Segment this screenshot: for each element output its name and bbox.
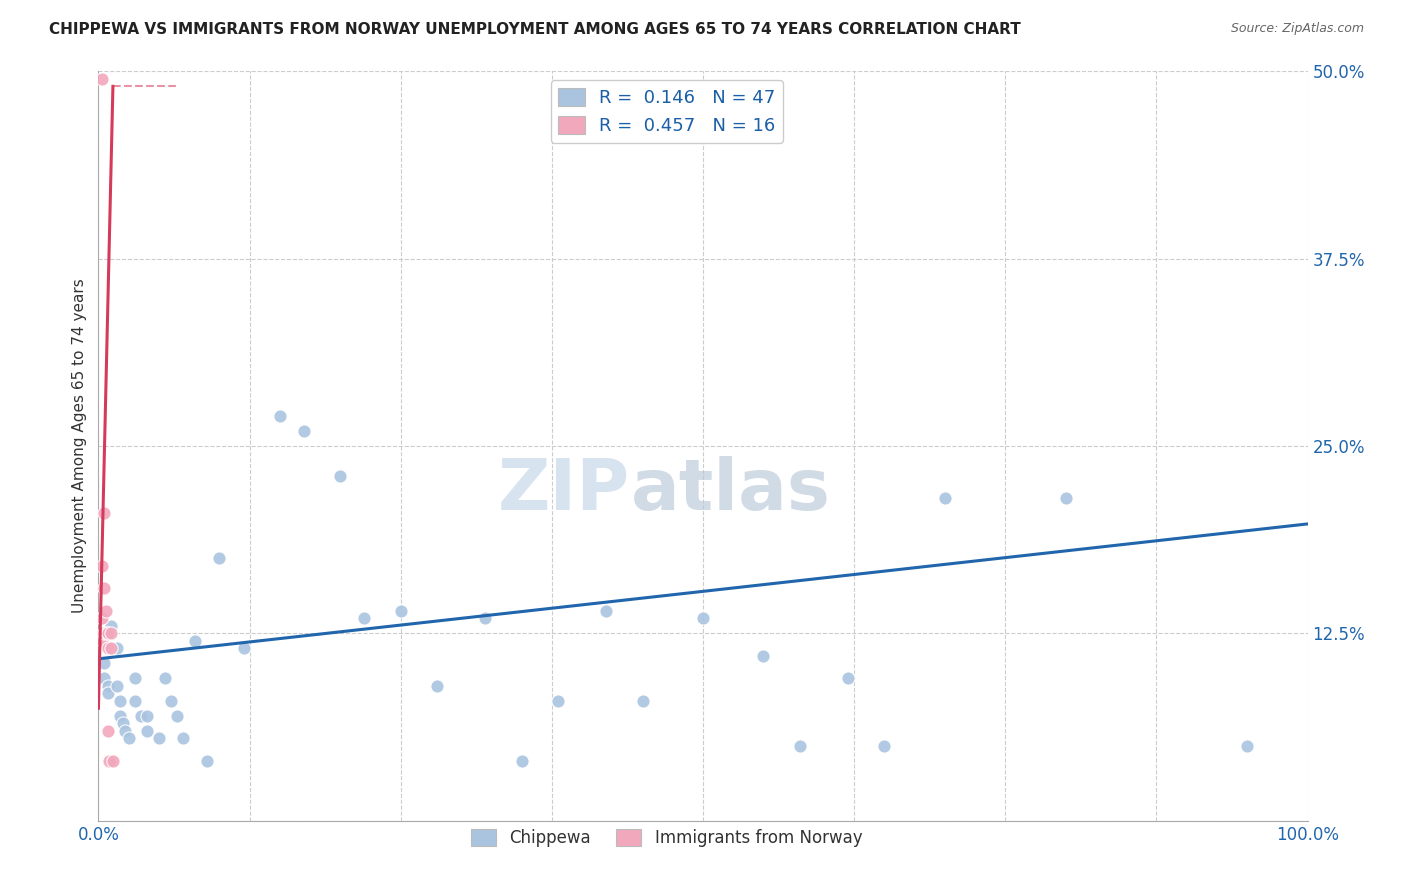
Point — [97, 679, 120, 693]
Point — [100, 619, 122, 633]
Point — [934, 491, 956, 506]
Y-axis label: Unemployment Among Ages 65 to 74 years: Unemployment Among Ages 65 to 74 years — [72, 278, 87, 614]
Point — [94, 604, 117, 618]
Point — [93, 671, 115, 685]
Point — [91, 633, 114, 648]
Point — [105, 679, 128, 693]
Point — [96, 626, 118, 640]
Point — [93, 507, 115, 521]
Legend: Chippewa, Immigrants from Norway: Chippewa, Immigrants from Norway — [464, 822, 869, 854]
Text: Source: ZipAtlas.com: Source: ZipAtlas.com — [1230, 22, 1364, 36]
Point — [329, 469, 352, 483]
Point — [111, 716, 134, 731]
Point — [292, 424, 315, 438]
Point — [135, 708, 157, 723]
Point — [752, 648, 775, 663]
Point — [153, 671, 176, 685]
Point — [510, 754, 533, 768]
Point — [108, 694, 131, 708]
Text: atlas: atlas — [630, 457, 831, 525]
Point — [837, 671, 859, 685]
Point — [124, 694, 146, 708]
Point — [353, 611, 375, 625]
Point — [100, 626, 122, 640]
Point — [595, 604, 617, 618]
Point — [100, 641, 122, 656]
Point — [91, 71, 114, 86]
Point — [631, 694, 654, 708]
Point — [389, 604, 412, 618]
Point — [184, 633, 207, 648]
Point — [148, 731, 170, 746]
Point — [101, 754, 124, 768]
Point — [93, 626, 115, 640]
Point — [208, 551, 231, 566]
Point — [91, 558, 114, 573]
Point — [97, 626, 120, 640]
Point — [135, 723, 157, 738]
Point — [98, 754, 121, 768]
Point — [93, 626, 115, 640]
Point — [97, 641, 120, 656]
Point — [692, 611, 714, 625]
Point — [97, 686, 120, 700]
Point — [97, 723, 120, 738]
Point — [105, 641, 128, 656]
Point — [129, 708, 152, 723]
Point — [91, 611, 114, 625]
Text: ZIP: ZIP — [498, 457, 630, 525]
Point — [269, 409, 291, 423]
Point — [93, 582, 115, 596]
Point — [114, 723, 136, 738]
Point — [789, 739, 811, 753]
Text: CHIPPEWA VS IMMIGRANTS FROM NORWAY UNEMPLOYMENT AMONG AGES 65 TO 74 YEARS CORREL: CHIPPEWA VS IMMIGRANTS FROM NORWAY UNEMP… — [49, 22, 1021, 37]
Point — [232, 641, 254, 656]
Point — [118, 731, 141, 746]
Point — [166, 708, 188, 723]
Point — [100, 641, 122, 656]
Point — [195, 754, 218, 768]
Point — [93, 657, 115, 671]
Point — [547, 694, 569, 708]
Point — [172, 731, 194, 746]
Point — [1236, 739, 1258, 753]
Point — [873, 739, 896, 753]
Point — [426, 679, 449, 693]
Point — [1054, 491, 1077, 506]
Point — [108, 708, 131, 723]
Point — [474, 611, 496, 625]
Point — [160, 694, 183, 708]
Point — [124, 671, 146, 685]
